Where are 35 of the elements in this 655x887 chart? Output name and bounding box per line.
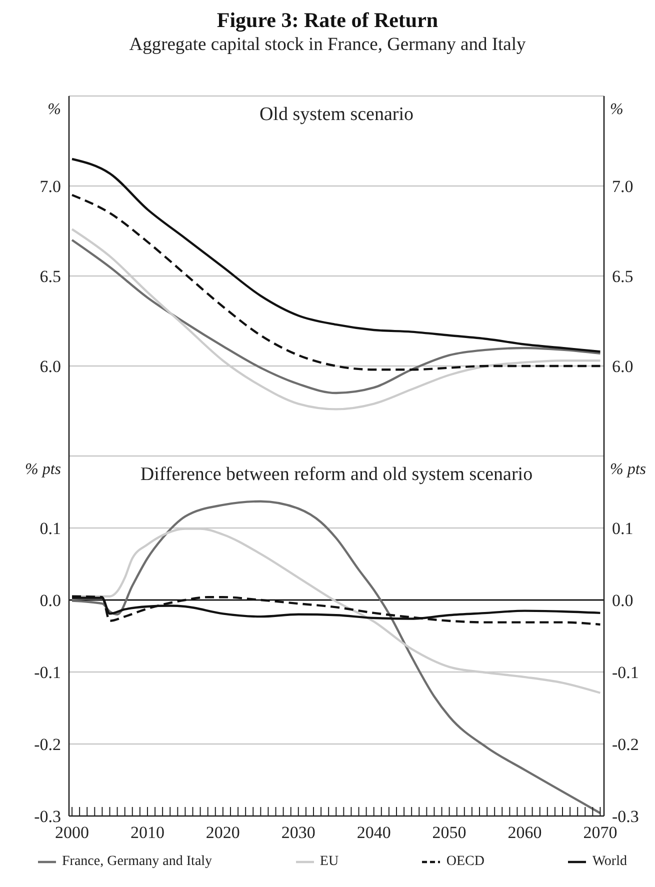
line-series: [70, 158, 602, 353]
y2-tick-label: 0.1: [612, 519, 634, 538]
y-tick-label: 6.0: [40, 357, 61, 376]
y2-tick-label: 7.0: [612, 177, 634, 196]
y2-tick-label: 6.0: [612, 357, 634, 376]
x-tick-label: 2030: [281, 823, 316, 842]
legend-label: World: [592, 854, 627, 870]
y-axis-title: % pts: [25, 461, 61, 478]
y2-tick-label: 0.0: [612, 591, 634, 610]
y-axis-title: %: [48, 101, 61, 118]
x-tick-label: 2050: [432, 823, 466, 842]
y-tick-label: -0.2: [34, 735, 61, 754]
y-tick-label: 7.0: [40, 177, 61, 196]
y2-axis-title: %: [610, 101, 624, 118]
y2-tick-label: -0.2: [612, 735, 639, 754]
annotation: Old system scenario: [259, 104, 414, 125]
x-tick-label: 2060: [508, 823, 542, 842]
chart-subtitle: Aggregate capital stock in France, Germany and Italy: [129, 35, 526, 55]
chart-title: Figure 3: Rate of Return: [216, 8, 438, 32]
annotation: Difference between reform and old system scenario: [140, 464, 533, 485]
x-tick-label: 2040: [356, 823, 391, 842]
legend-label: OECD: [446, 854, 485, 870]
line-series: [70, 194, 602, 371]
legend-label: EU: [320, 854, 339, 870]
legend-label: France, Germany and Italy: [62, 854, 212, 870]
line-series: [70, 500, 602, 814]
y-tick-label: 6.5: [40, 267, 61, 286]
y2-axis-title: % pts: [610, 461, 646, 478]
x-tick-label: 2020: [206, 823, 240, 842]
y-tick-label: 0.1: [40, 519, 61, 538]
y2-tick-label: -0.1: [612, 663, 639, 682]
x-tick-label: 2010: [130, 823, 164, 842]
y-tick-label: 0.0: [40, 591, 61, 610]
y2-tick-label: 6.5: [612, 267, 634, 286]
y-tick-label: -0.1: [34, 663, 61, 682]
